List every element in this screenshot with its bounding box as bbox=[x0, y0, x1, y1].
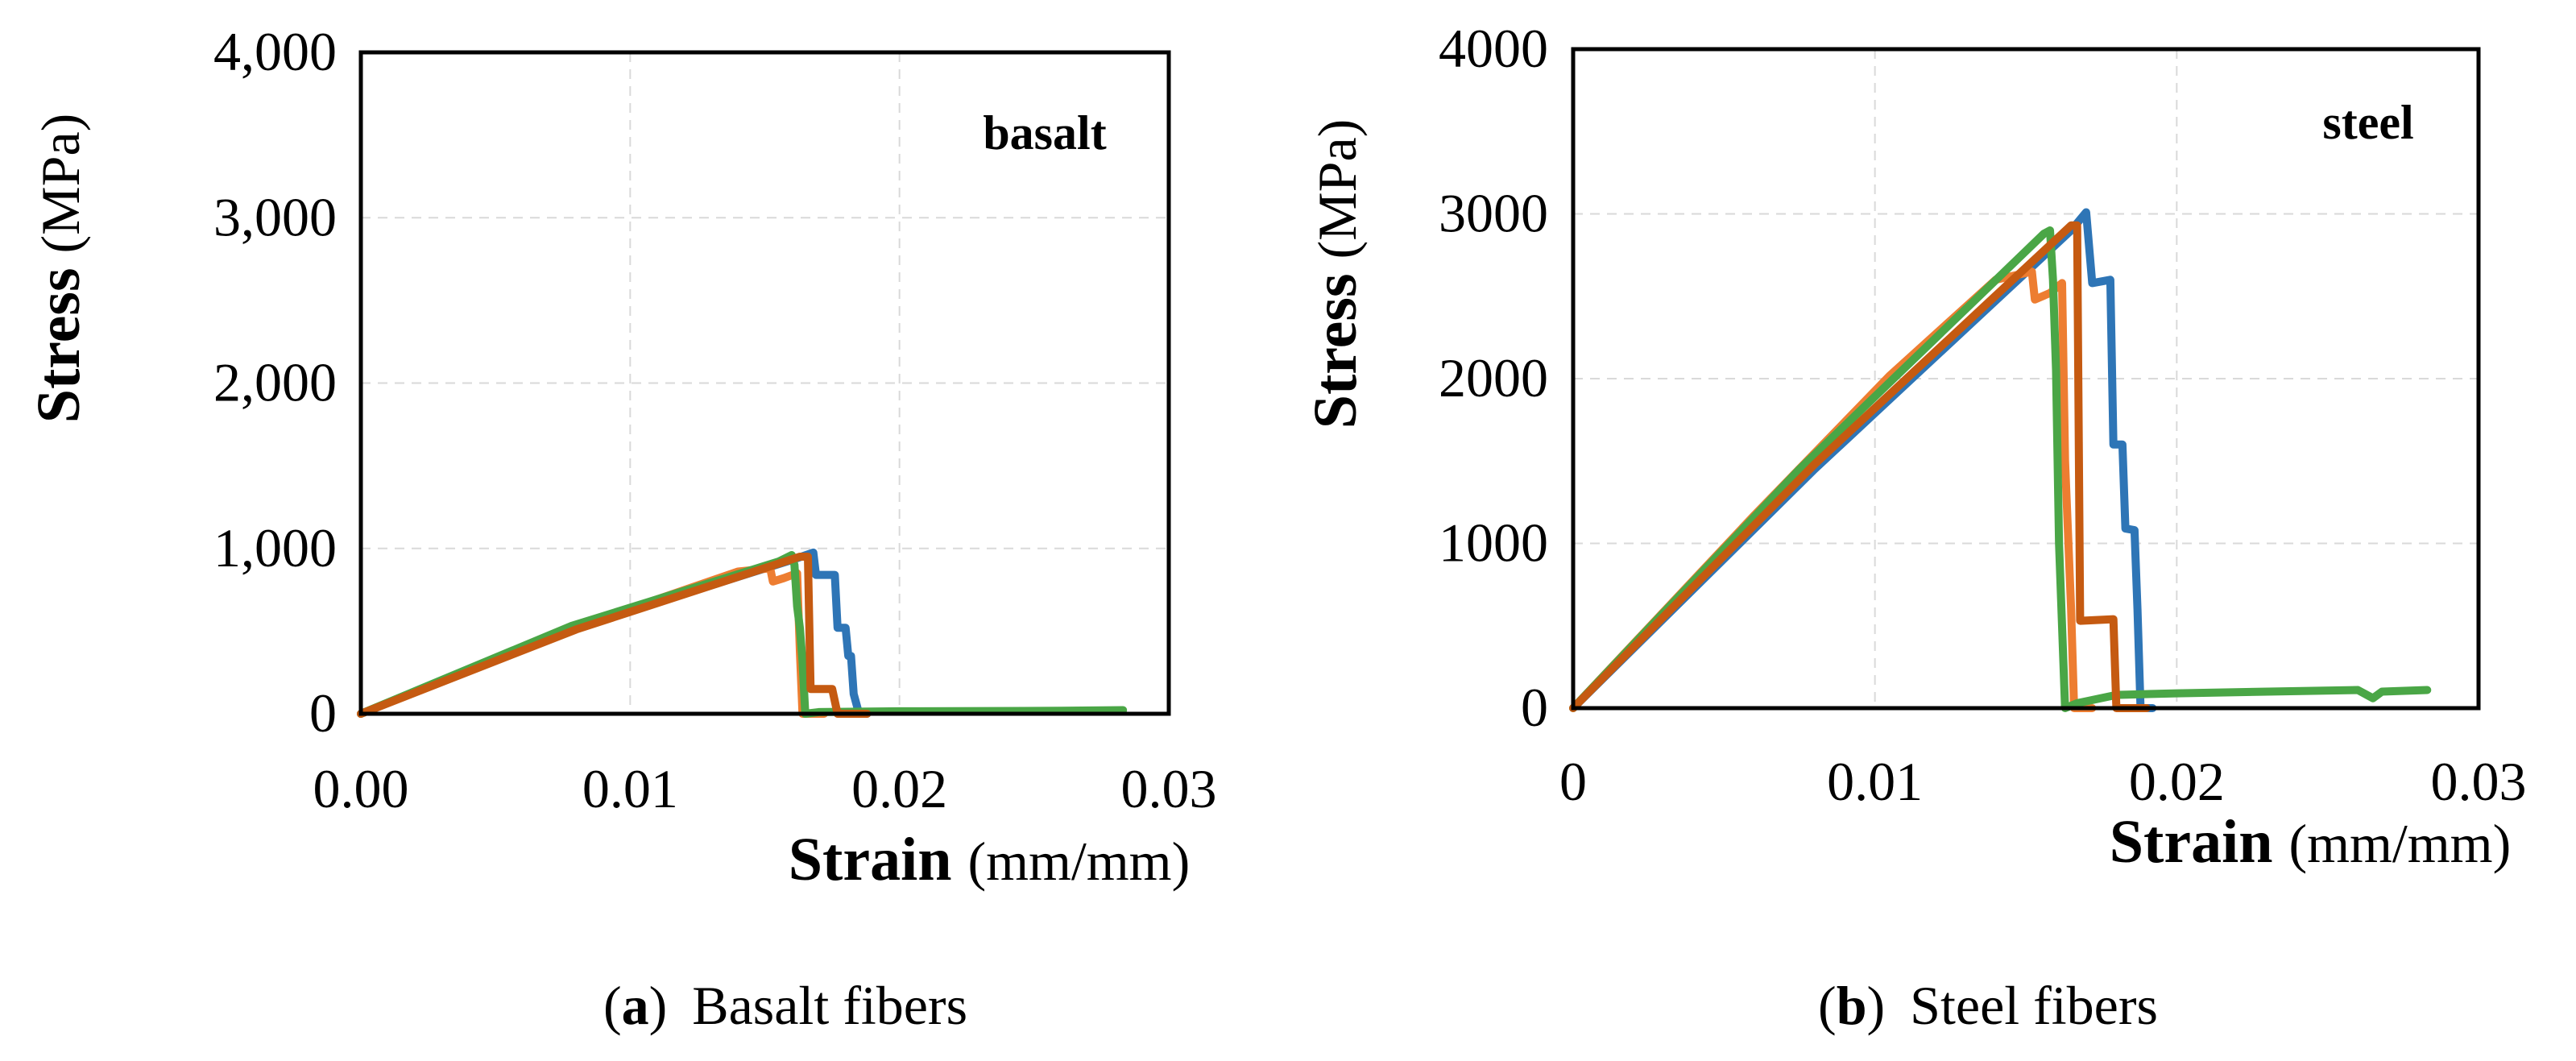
basalt-x-axis-label-bold: Strain bbox=[789, 826, 952, 893]
x-tick-label: 0.03 bbox=[1121, 758, 1217, 819]
y-tick-label: 4000 bbox=[1439, 18, 1548, 79]
caption-open-paren: ( bbox=[603, 975, 622, 1036]
steel-y-axis-label-bold: Stress bbox=[1302, 273, 1369, 429]
steel-x-axis-label-unit: (mm/mm) bbox=[2288, 813, 2511, 874]
series-line-specimen-2 bbox=[357, 564, 829, 718]
y-tick-label: 0 bbox=[309, 682, 337, 744]
caption-close-paren: ) bbox=[649, 975, 668, 1036]
steel-y-axis-label-unit: (MPa) bbox=[1307, 119, 1368, 259]
caption-close-paren: ) bbox=[1867, 975, 1886, 1036]
basalt-caption-letter: a bbox=[622, 975, 649, 1036]
x-tick-label: 0.01 bbox=[582, 758, 678, 819]
y-tick-label: 0 bbox=[1521, 677, 1548, 738]
basalt-x-axis-label-unit: (mm/mm) bbox=[967, 831, 1190, 892]
y-tick-label: 4,000 bbox=[213, 21, 337, 82]
basalt-plot-frame bbox=[358, 50, 1171, 716]
y-tick-label: 3,000 bbox=[213, 186, 337, 247]
basalt-x-axis-label: Strain (mm/mm) bbox=[789, 826, 1190, 893]
y-tick-label: 1000 bbox=[1439, 512, 1548, 574]
x-tick-label: 0.01 bbox=[1827, 751, 1923, 812]
basalt-y-tick-labels: 0 1,000 2,000 3,000 4,000 bbox=[213, 21, 337, 744]
steel-y-axis-label: Stress (MPa) bbox=[1302, 119, 1369, 429]
basalt-caption: (a) Basalt fibers bbox=[603, 975, 967, 1036]
basalt-chart-panel: 0 1,000 2,000 3,000 4,000 0.00 0.01 0.02 0.03 b… bbox=[25, 21, 1217, 1036]
y-tick-label: 2,000 bbox=[213, 352, 337, 413]
steel-gridlines bbox=[1573, 49, 2479, 708]
steel-caption-letter: b bbox=[1837, 975, 1867, 1036]
basalt-gridlines bbox=[361, 52, 1169, 714]
steel-caption: (b) Steel fibers bbox=[1818, 975, 2158, 1036]
y-tick-label: 2000 bbox=[1439, 347, 1548, 408]
x-tick-label: 0.03 bbox=[2431, 751, 2527, 812]
basalt-caption-text: Basalt fibers bbox=[692, 975, 967, 1036]
steel-x-tick-labels: 0 0.01 0.02 0.03 bbox=[1559, 751, 2527, 812]
series-line-specimen-4 bbox=[357, 553, 872, 718]
caption-open-paren: ( bbox=[1818, 975, 1837, 1036]
basalt-x-tick-labels: 0.00 0.01 0.02 0.03 bbox=[313, 758, 1217, 819]
basalt-y-axis-label-unit: (MPa) bbox=[30, 114, 91, 254]
steel-x-axis-label-bold: Strain bbox=[2110, 808, 2273, 876]
steel-x-axis-label: Strain (mm/mm) bbox=[2110, 808, 2511, 876]
series-line-specimen-2 bbox=[1569, 267, 2097, 712]
basalt-y-axis-label: Stress (MPa) bbox=[25, 114, 93, 424]
series-line-specimen-4 bbox=[1569, 221, 2151, 712]
steel-annotation: steel bbox=[2322, 96, 2413, 149]
steel-series-group bbox=[1569, 208, 2432, 712]
basalt-y-axis-label-bold: Stress bbox=[25, 267, 93, 423]
y-tick-label: 1,000 bbox=[213, 517, 337, 578]
steel-caption-text: Steel fibers bbox=[1910, 975, 2158, 1036]
steel-y-tick-labels: 0 1000 2000 3000 4000 bbox=[1439, 18, 1548, 738]
steel-plot-frame bbox=[1571, 47, 2481, 711]
x-tick-label: 0.00 bbox=[313, 758, 409, 819]
steel-chart-panel: 0 1000 2000 3000 4000 0 0.01 0.02 0.03 steel St… bbox=[1302, 18, 2527, 1036]
series-line-specimen-3 bbox=[1569, 226, 2432, 712]
x-tick-label: 0.02 bbox=[851, 758, 947, 819]
y-tick-label: 3000 bbox=[1439, 183, 1548, 244]
x-tick-label: 0 bbox=[1559, 751, 1587, 812]
basalt-annotation: basalt bbox=[983, 106, 1106, 160]
x-tick-label: 0.02 bbox=[2129, 751, 2225, 812]
basalt-series-group bbox=[357, 548, 1128, 718]
